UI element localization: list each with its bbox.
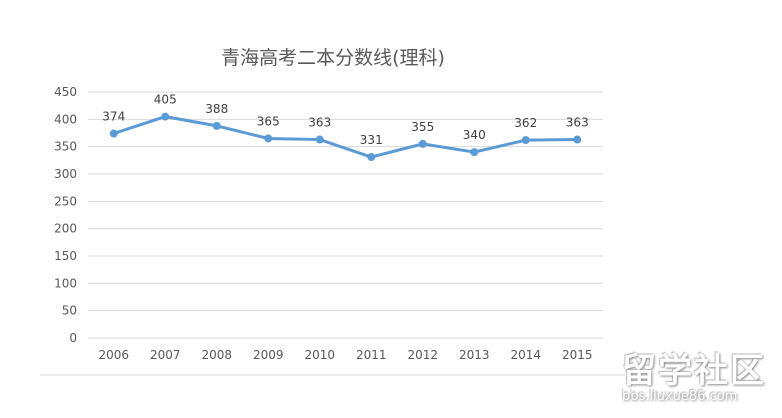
y-tick-label: 150 [54, 249, 77, 263]
data-label: 340 [463, 128, 486, 142]
data-label: 331 [360, 133, 383, 147]
data-label: 374 [102, 110, 125, 124]
x-tick-label: 2008 [201, 348, 232, 362]
data-label: 362 [514, 116, 537, 130]
data-point [161, 112, 170, 121]
x-tick-label: 2006 [98, 348, 129, 362]
x-tick-label: 2009 [253, 348, 284, 362]
data-point [212, 121, 221, 130]
y-tick-label: 200 [54, 222, 77, 236]
data-point [521, 136, 530, 145]
series-line [113, 115, 578, 159]
x-tick-label: 2012 [407, 348, 438, 362]
x-tick-label: 2015 [562, 348, 593, 362]
y-tick-label: 400 [54, 112, 77, 126]
y-tick-label: 250 [54, 194, 77, 208]
y-tick-label: 350 [54, 140, 77, 154]
x-tick-label: 2011 [356, 348, 387, 362]
data-point [315, 135, 324, 144]
data-label: 363 [566, 116, 589, 130]
x-tick-label: 2010 [304, 348, 335, 362]
x-tick-label: 2013 [459, 348, 490, 362]
x-tick-label: 2007 [150, 348, 181, 362]
y-tick-label: 0 [69, 331, 77, 345]
data-label: 365 [257, 114, 280, 128]
data-label: 363 [308, 116, 331, 130]
watermark-url: bbs.liuxue86.com [622, 389, 738, 404]
data-point [418, 139, 427, 148]
data-label: 388 [205, 102, 228, 116]
y-tick-label: 300 [54, 167, 77, 181]
chart-title: 青海高考二本分数线(理科) [221, 47, 445, 69]
data-label: 405 [154, 93, 177, 107]
data-point [367, 153, 376, 162]
data-point [264, 134, 273, 143]
y-tick-label: 100 [54, 276, 77, 290]
watermark-logo: 留学社区 [622, 351, 766, 391]
x-tick-label: 2014 [510, 348, 541, 362]
watermark: 留学社区 bbs.liuxue86.com [622, 352, 766, 404]
data-label: 355 [411, 120, 434, 134]
y-tick-label: 450 [54, 85, 77, 99]
data-point [573, 135, 582, 144]
data-point [470, 148, 479, 157]
data-point [109, 129, 118, 138]
y-tick-label: 50 [62, 304, 77, 318]
